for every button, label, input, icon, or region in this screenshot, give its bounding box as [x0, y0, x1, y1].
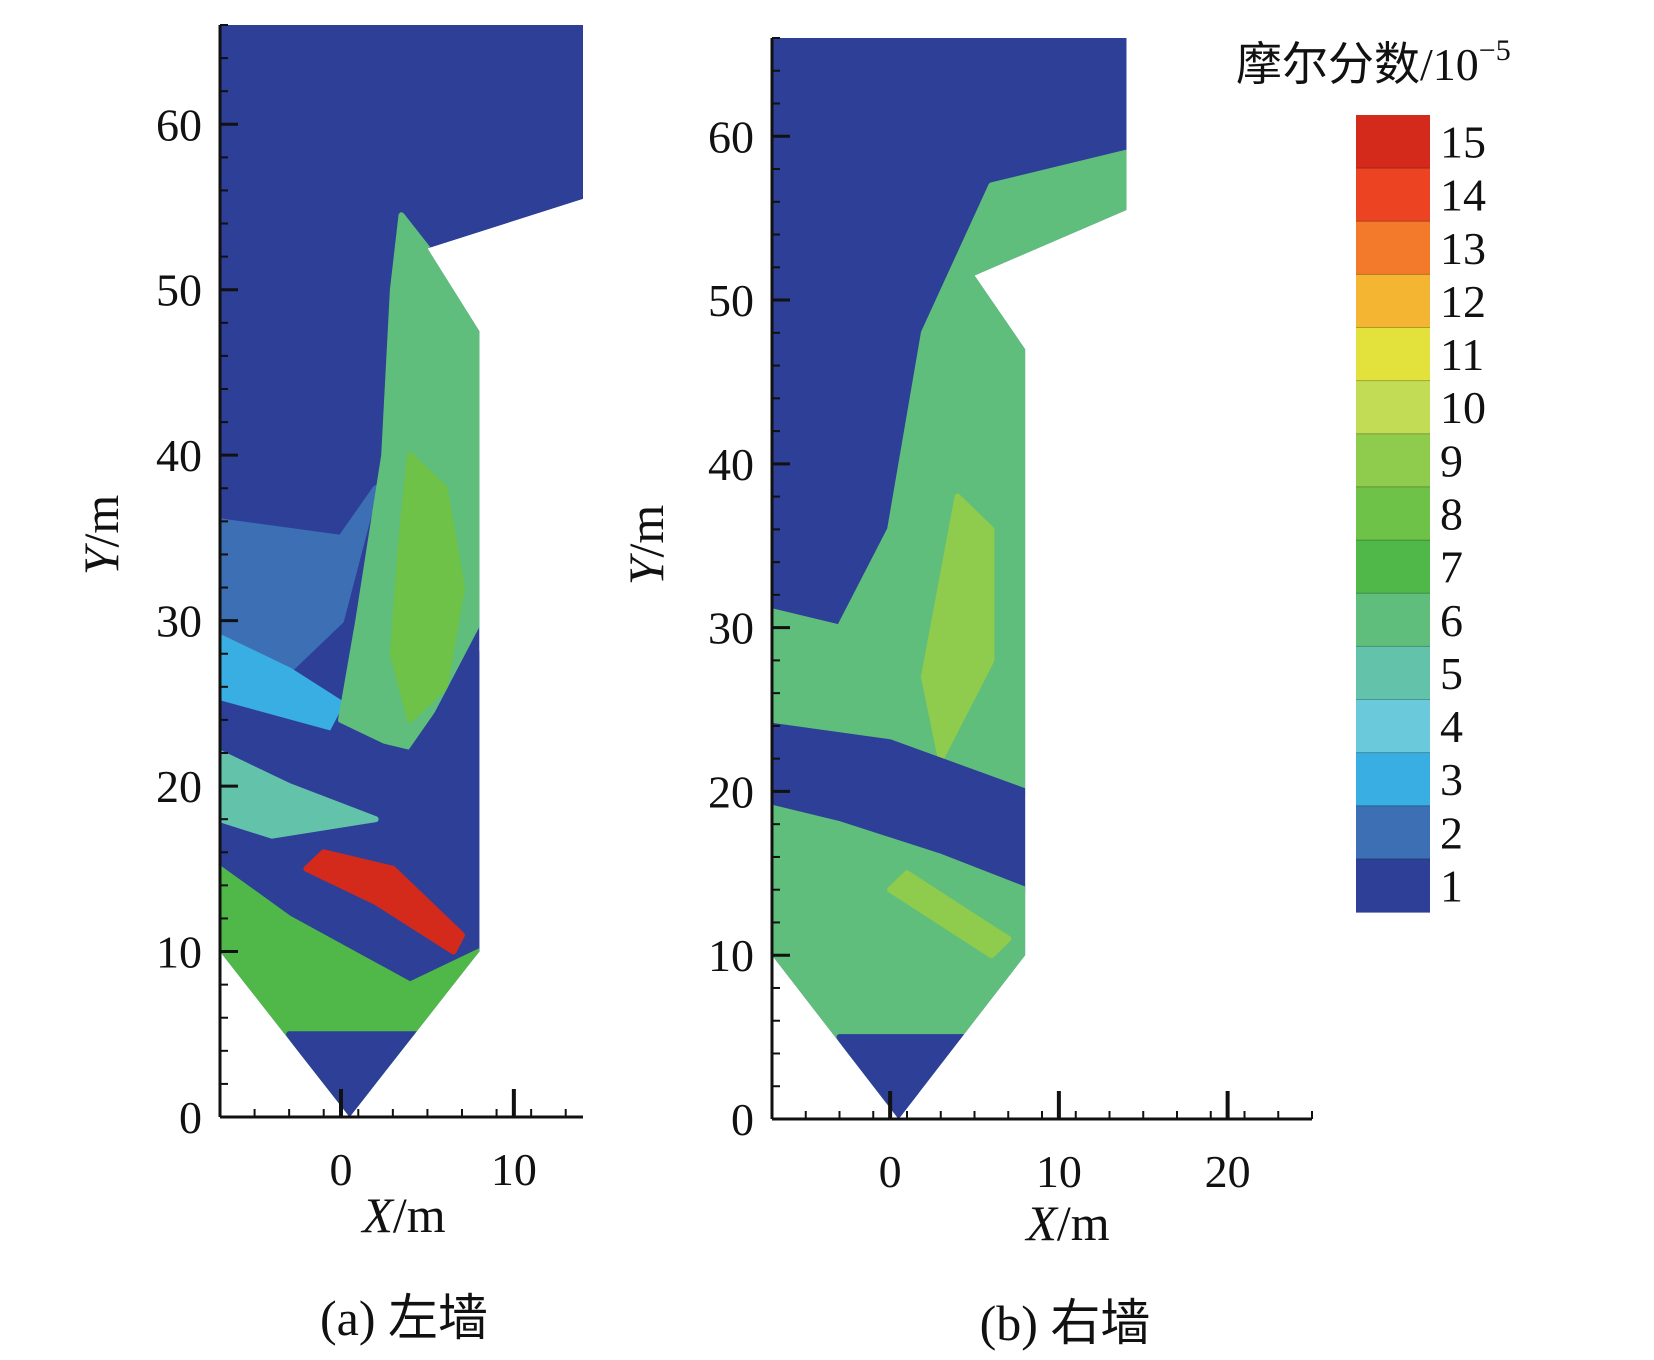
colorbar-swatch-13 [1356, 221, 1430, 275]
colorbar-tick-label: 1 [1440, 860, 1463, 911]
panel-a-xlabel-var: X [360, 1187, 395, 1243]
panel-b-xlabel-var: X [1024, 1195, 1059, 1251]
colorbar-swatch-10 [1356, 380, 1430, 435]
colorbar-swatch-6 [1356, 593, 1430, 647]
colorbar-swatch-14 [1356, 168, 1430, 222]
colorbar-tick-label: 8 [1440, 489, 1463, 540]
colorbar-tick-label: 7 [1440, 542, 1463, 593]
contour-region-level-1 [286, 1031, 431, 1117]
panel-a-ylabel-var: Y [73, 542, 129, 575]
x-tick-label: 0 [879, 1146, 902, 1197]
colorbar-tick-label: 5 [1440, 648, 1463, 699]
panel-b: 0 10 20 30 40 50 60 0 10 20 Y/m X/m (b) 右墙 [618, 37, 1313, 1351]
colorbar-title-text: 摩尔分数/10 [1236, 39, 1479, 90]
panel-b-axes: 0 10 20 30 40 50 60 0 10 20 [708, 37, 1313, 1197]
panel-a-xlabel-unit: /m [393, 1187, 446, 1243]
y-tick-label: 30 [708, 603, 754, 654]
y-tick-label: 0 [179, 1092, 202, 1143]
contour-region-level-8 [389, 452, 465, 723]
y-tick-label: 20 [708, 766, 754, 817]
y-tick-label: 0 [731, 1094, 754, 1145]
colorbar-swatch-4 [1356, 699, 1430, 754]
panel-a-axes: 0 10 20 30 40 50 60 0 10 [156, 24, 583, 1195]
colorbar-swatches [1356, 115, 1430, 913]
colorbar-tick-label: 9 [1440, 435, 1463, 486]
colorbar-tick-label: 2 [1440, 807, 1463, 858]
panel-b-ylabel: Y/m [618, 505, 674, 586]
colorbar-tick-label: 13 [1440, 223, 1486, 274]
contour-region-level-5 [220, 750, 379, 839]
panel-b-xlabel-unit: /m [1057, 1195, 1110, 1251]
y-tick-label: 20 [156, 761, 202, 812]
panel-b-xlabel: X/m [1024, 1195, 1109, 1251]
y-tick-label: 60 [708, 111, 754, 162]
y-tick-label: 30 [156, 596, 202, 647]
y-tick-label: 50 [708, 275, 754, 326]
colorbar-swatch-5 [1356, 646, 1430, 700]
colorbar-swatch-1 [1356, 858, 1430, 913]
contour-region-level-7 [220, 865, 483, 1117]
colorbar-tick-label: 12 [1440, 276, 1486, 327]
contour-region-level-9 [887, 870, 1012, 959]
colorbar-swatch-11 [1356, 327, 1430, 382]
panel-b-caption: (b) 右墙 [980, 1295, 1151, 1351]
y-tick-label: 40 [708, 439, 754, 490]
colorbar-swatch-12 [1356, 274, 1430, 329]
colorbar-tick-label: 10 [1440, 382, 1486, 433]
colorbar-swatch-15 [1356, 115, 1430, 169]
colorbar-tick-label: 11 [1440, 329, 1484, 380]
colorbar-swatch-3 [1356, 752, 1430, 807]
colorbar-swatch-8 [1356, 486, 1430, 541]
colorbar-tick-label: 4 [1440, 701, 1463, 752]
y-tick-label: 10 [156, 927, 202, 978]
colorbar-tick-label: 15 [1440, 117, 1486, 168]
panel-b-ylabel-var: Y [618, 552, 674, 585]
panel-b-ylabel-unit: /m [618, 505, 674, 558]
y-tick-label: 60 [156, 99, 202, 150]
panel-a-caption: (a) 左墙 [320, 1290, 488, 1346]
x-tick-label: 10 [491, 1144, 537, 1195]
contour-region-level-1 [836, 1034, 978, 1119]
y-tick-label: 50 [156, 265, 202, 316]
contour-regions-1 [772, 38, 1127, 1119]
colorbar-swatch-7 [1356, 540, 1430, 594]
colorbar-tick-label: 6 [1440, 595, 1463, 646]
contour-region-level-9 [920, 493, 995, 762]
colorbar-tick-label: 3 [1440, 754, 1463, 805]
x-tick-label: 20 [1205, 1146, 1251, 1197]
colorbar-title-exponent: −5 [1479, 34, 1511, 67]
panel-a-ylabel-unit: /m [73, 495, 129, 548]
panel-a: 0 10 20 30 40 50 60 0 10 Y/m X/m (a) 左墙 [73, 24, 583, 1346]
y-tick-label: 10 [708, 930, 754, 981]
panel-a-ylabel: Y/m [73, 495, 129, 576]
contour-region-level-15 [303, 849, 465, 955]
colorbar-title: 摩尔分数/10−5 [1236, 34, 1511, 90]
y-tick-label: 40 [156, 430, 202, 481]
colorbar-tick-label: 14 [1440, 170, 1486, 221]
panel-a-xlabel: X/m [360, 1187, 445, 1243]
colorbar-swatch-9 [1356, 433, 1430, 488]
colorbar-swatch-2 [1356, 805, 1430, 860]
contour-region-level-2 [220, 485, 379, 674]
x-tick-label: 10 [1036, 1146, 1082, 1197]
x-tick-label: 0 [330, 1144, 353, 1195]
panel-a-plot [220, 25, 583, 1117]
contour-regions-0 [220, 25, 583, 1117]
panel-b-plot [772, 38, 1127, 1119]
